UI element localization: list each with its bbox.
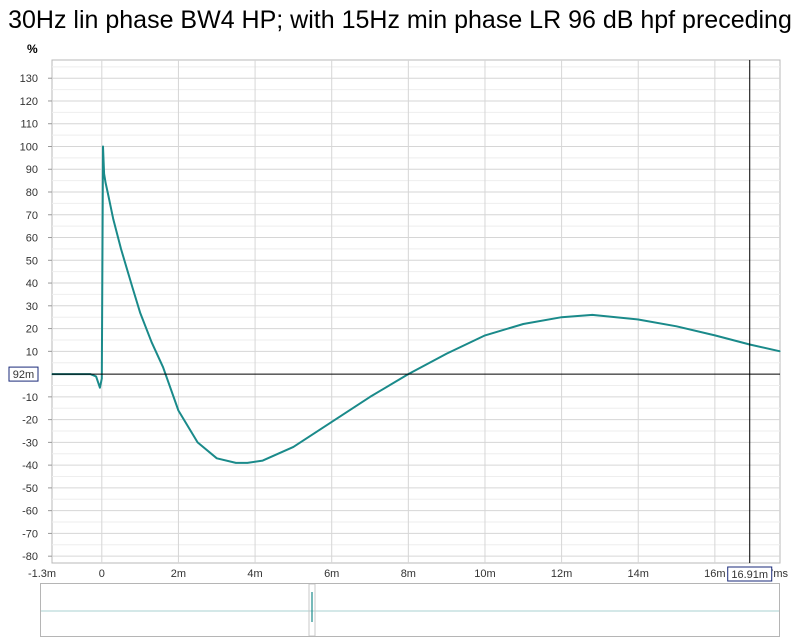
x-tick-label: 6m <box>324 568 339 580</box>
series-point <box>106 191 109 193</box>
series-point <box>522 323 524 325</box>
series-point <box>216 457 218 459</box>
series-point <box>112 218 114 220</box>
grid <box>51 59 781 564</box>
y-tick-label: 20 <box>26 324 38 336</box>
y-tick-label: -80 <box>22 551 38 563</box>
y-tick-label: 80 <box>26 187 38 199</box>
series-point <box>369 396 371 398</box>
series-point <box>177 409 180 412</box>
series-line <box>52 145 781 464</box>
y-tick-label: 10 <box>26 346 38 358</box>
x-tick-label: -1.3m <box>28 568 56 580</box>
y-tick-label: 110 <box>20 119 38 131</box>
x-tick-label: 16m <box>704 568 725 580</box>
cursor-x-readout: 16.91m <box>731 569 768 581</box>
y-tick-label: -20 <box>22 415 38 427</box>
overview-svg[interactable] <box>41 583 779 637</box>
series-point <box>246 462 249 464</box>
series-layer <box>51 145 781 464</box>
x-tick-label: 12m <box>551 568 572 580</box>
y-tick-label: -10 <box>22 392 38 404</box>
series-point <box>105 182 107 184</box>
series-point <box>235 462 237 464</box>
series-point <box>131 287 134 289</box>
series-point <box>637 318 639 321</box>
y-tick-label: -70 <box>22 528 38 540</box>
y-tick-label: -60 <box>22 506 38 518</box>
series-point <box>103 173 105 175</box>
cursor-y-readout: 92m <box>13 369 34 381</box>
plot-area[interactable] <box>51 59 781 564</box>
x-tick-label: 2m <box>171 568 186 580</box>
y-tick-label: 30 <box>26 301 38 313</box>
y-tick-label: -40 <box>22 460 38 472</box>
series-point <box>446 353 448 355</box>
x-tick-label: 14m <box>628 568 649 580</box>
y-tick-label: 90 <box>26 164 38 176</box>
series-point <box>675 325 678 327</box>
x-tick-label: 0 <box>99 568 105 580</box>
cursor-y-readout-box <box>8 366 39 382</box>
overview-panel[interactable] <box>40 583 780 637</box>
series-point <box>591 314 593 316</box>
series-point <box>484 334 486 336</box>
series-point <box>197 441 199 443</box>
series-point <box>561 316 563 318</box>
series-point <box>99 387 101 389</box>
series-point <box>139 312 141 314</box>
y-tick-label: 120 <box>20 96 38 108</box>
series-point <box>292 446 294 448</box>
series-point <box>101 378 103 380</box>
series-point <box>108 200 111 202</box>
series-point <box>162 366 164 368</box>
y-tick-label: 40 <box>26 278 38 290</box>
y-tick-label: 60 <box>26 233 38 245</box>
y-tick-label: -50 <box>22 483 38 495</box>
y-tick-label: 50 <box>26 255 38 267</box>
y-tick-label: -30 <box>22 437 38 449</box>
x-tick-label: 10m <box>474 568 495 580</box>
y-tick-label: 100 <box>20 141 38 153</box>
x-tick-label: 4m <box>247 568 262 580</box>
series-point <box>120 248 122 250</box>
cursor-x-readout-box <box>727 566 773 582</box>
series-point <box>779 350 781 352</box>
series-point <box>151 341 153 343</box>
x-tick-label: 8m <box>401 568 416 580</box>
cursor-layer: 16.91m 92m <box>8 60 780 582</box>
chart-title: 30Hz lin phase BW4 HP; with 15Hz min pha… <box>8 6 792 34</box>
y-tick-label: 130 <box>20 73 38 85</box>
y-tick-label: 70 <box>26 210 38 222</box>
series-point <box>102 145 104 148</box>
series-point <box>95 375 97 377</box>
y-unit-label: % <box>27 42 38 56</box>
series-point <box>331 421 333 423</box>
series-point <box>262 459 264 462</box>
series-point <box>714 334 716 336</box>
